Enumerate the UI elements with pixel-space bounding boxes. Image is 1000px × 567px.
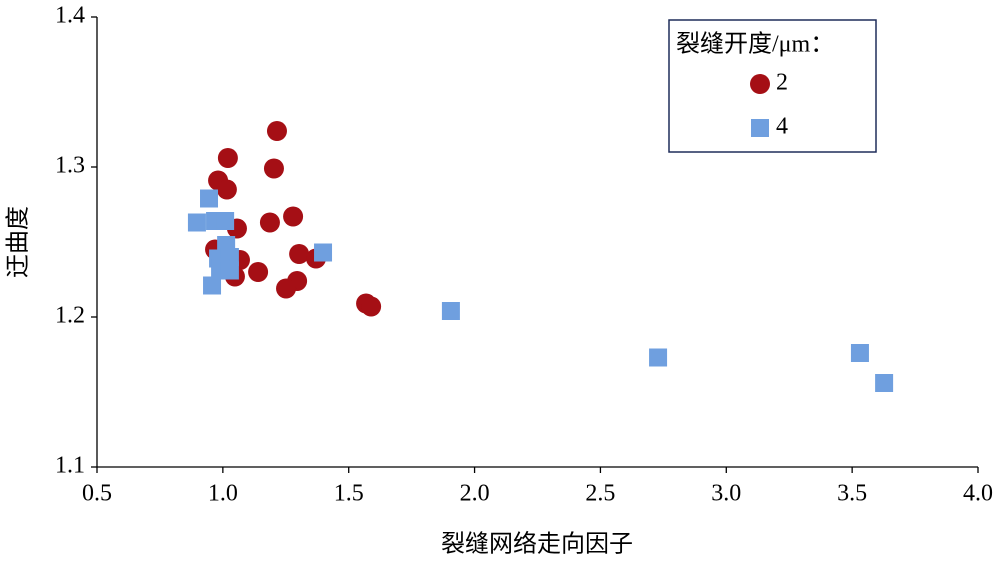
legend-title: 裂缝开度/μm：: [676, 31, 834, 58]
point: [314, 243, 333, 262]
x-tick-label: 3.0: [711, 481, 741, 507]
x-axis-label: 裂缝网络走向因子: [441, 531, 633, 558]
legend-label: 4: [776, 114, 788, 140]
point: [220, 261, 239, 280]
x-tick-label: 1.5: [334, 481, 364, 507]
point: [187, 213, 206, 232]
point: [441, 302, 460, 320]
legend-label: 2: [776, 70, 788, 96]
y-tick-label: 1.4: [55, 3, 85, 29]
legend-box: [668, 19, 877, 153]
point: [217, 148, 238, 168]
point: [216, 179, 237, 200]
point: [259, 212, 280, 233]
point: [289, 244, 310, 264]
point: [276, 278, 297, 299]
point: [216, 212, 235, 230]
x-tick-label: 1.0: [208, 481, 238, 507]
y-tick-label: 1.3: [55, 153, 85, 179]
x-tick-label: 0.5: [82, 481, 112, 507]
point: [361, 296, 382, 317]
point: [203, 276, 222, 295]
y-tick-label: 1.1: [55, 453, 85, 479]
point: [263, 158, 284, 179]
x-tick-label: 2.5: [585, 481, 615, 507]
x-tick-label: 3.5: [837, 481, 867, 507]
legend-marker: [751, 119, 769, 137]
point: [850, 344, 869, 362]
x-tick-label: 4.0: [963, 481, 993, 507]
point: [283, 206, 304, 227]
y-axis-label: 迂曲度: [5, 206, 32, 278]
point: [649, 348, 668, 367]
x-tick-label: 2.0: [460, 481, 490, 507]
point: [248, 262, 269, 282]
point: [875, 374, 894, 392]
y-tick-label: 1.2: [55, 303, 85, 329]
point: [200, 189, 219, 208]
point: [266, 121, 287, 141]
legend-marker: [750, 74, 770, 94]
